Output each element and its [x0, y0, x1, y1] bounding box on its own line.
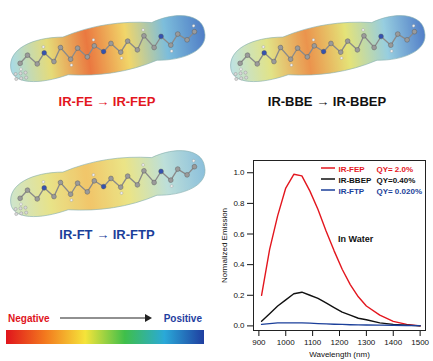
html-text:IR-FEP: IR-FEP — [338, 165, 365, 174]
svg-text:Wavelength (nm): Wavelength (nm) — [309, 350, 370, 359]
html-text:QY= 0.020%: QY= 0.020% — [376, 187, 422, 196]
svg-text:1200: 1200 — [331, 338, 349, 347]
svg-text:0.4: 0.4 — [233, 260, 245, 269]
svg-text:1400: 1400 — [384, 338, 402, 347]
svg-text:0.2: 0.2 — [233, 291, 245, 300]
html-text:IR-BBE → IR-BBEP: IR-BBE → IR-BBEP — [267, 94, 387, 109]
html-text:IR-FT → IR-FTP: IR-FT → IR-FTP — [59, 227, 155, 242]
html-text:QY=0.40%: QY=0.40% — [376, 176, 416, 185]
html-text:IR-FE → IR-FEP: IR-FE → IR-FEP — [58, 94, 156, 109]
svg-text:0.6: 0.6 — [233, 230, 245, 239]
html-text:QY= 2.0%: QY= 2.0% — [376, 165, 414, 174]
svg-text:900: 900 — [252, 338, 266, 347]
svg-text:Negative: Negative — [8, 313, 50, 324]
svg-text:1500: 1500 — [411, 338, 429, 347]
svg-text:1000: 1000 — [277, 338, 295, 347]
svg-text:1300: 1300 — [357, 338, 375, 347]
html-text:In Water: In Water — [338, 234, 374, 244]
svg-text:1100: 1100 — [304, 338, 322, 347]
svg-text:1.0: 1.0 — [233, 168, 245, 177]
html-text:IR-BBEP: IR-BBEP — [338, 176, 372, 185]
svg-text:0.0: 0.0 — [233, 321, 245, 330]
svg-text:Normalized Emission: Normalized Emission — [220, 208, 229, 283]
html-text:IR-FTP: IR-FTP — [338, 187, 365, 196]
svg-text:Positive: Positive — [164, 313, 203, 324]
svg-text:0.8: 0.8 — [233, 199, 245, 208]
